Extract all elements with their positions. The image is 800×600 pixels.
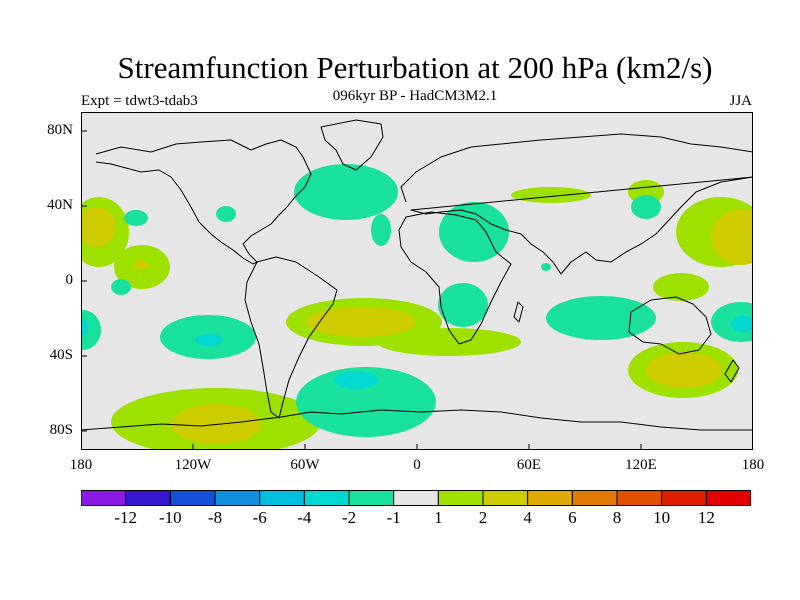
anomaly-region xyxy=(111,279,131,295)
lon-label-60w: 60W xyxy=(290,457,320,473)
experiment-label: Expt = tdwt3-tdab3 xyxy=(81,93,198,109)
streamfunction-map xyxy=(81,112,753,450)
coastline-antarctica xyxy=(81,409,753,431)
colorbar-label: 10 xyxy=(653,508,671,527)
strong-negative-anomalies xyxy=(81,316,753,389)
anomaly-region xyxy=(646,352,722,388)
colorbar-label: 4 xyxy=(523,508,532,527)
anomaly-region xyxy=(439,202,509,262)
colorbar-swatch xyxy=(125,490,171,506)
anomaly-region xyxy=(306,307,416,337)
anomaly-region xyxy=(546,296,656,340)
colorbar-swatch xyxy=(437,490,484,506)
anomaly-region xyxy=(731,316,753,332)
colorbar xyxy=(81,490,751,506)
coastline-madagascar xyxy=(513,301,524,323)
coastline-north-america xyxy=(95,139,312,265)
lat-label-80n: 80N xyxy=(47,122,73,138)
coastline-new-zealand xyxy=(724,359,740,383)
lat-label-40s: 40S xyxy=(49,347,73,363)
colorbar-swatch xyxy=(393,490,439,506)
coastline-south-america xyxy=(244,256,338,419)
colorbar-label: -4 xyxy=(297,508,312,527)
anomaly-region xyxy=(124,210,148,226)
colorbar-swatch xyxy=(482,490,529,506)
map-ticks xyxy=(81,130,642,450)
anomaly-region xyxy=(134,260,148,270)
lat-label-eq: 0 xyxy=(65,272,74,288)
anomaly-region xyxy=(294,164,398,220)
colorbar-swatch xyxy=(259,490,305,506)
anomaly-region xyxy=(653,273,709,301)
plot-title: Streamfunction Perturbation at 200 hPa (… xyxy=(117,50,713,85)
lat-label-80s: 80S xyxy=(49,422,73,438)
coastline-africa xyxy=(398,211,512,345)
colorbar-label: 8 xyxy=(612,508,622,527)
coastline-australia xyxy=(628,296,712,355)
colorbar-swatch xyxy=(348,490,395,506)
colorbar-label: 12 xyxy=(697,508,715,527)
colorbar-label: -1 xyxy=(386,508,401,527)
colorbar-swatch xyxy=(616,490,663,506)
anomaly-region xyxy=(631,195,661,219)
lon-label-120e: 120E xyxy=(625,457,657,473)
colorbar-label: -8 xyxy=(207,508,223,527)
colorbar-label: -10 xyxy=(158,508,182,527)
colorbar-label: 2 xyxy=(478,508,488,527)
colorbar-label: -6 xyxy=(252,508,267,527)
anomaly-region xyxy=(81,319,88,335)
colorbar-label: 6 xyxy=(568,508,577,527)
anomaly-region xyxy=(541,263,551,271)
colorbar-swatch xyxy=(303,490,350,506)
lat-label-40n: 40N xyxy=(47,197,73,213)
colorbar-swatch xyxy=(705,490,751,506)
lon-label-0: 0 xyxy=(413,457,421,473)
anomaly-region xyxy=(195,334,223,346)
coastline-greenland xyxy=(320,119,384,171)
anomaly-region xyxy=(438,283,488,327)
anomaly-region xyxy=(334,371,378,389)
anomaly-region xyxy=(711,209,753,265)
lon-label-180e: 180 xyxy=(741,457,765,473)
season-label: JJA xyxy=(729,93,752,109)
lon-label-180w: 180 xyxy=(69,457,93,473)
lon-label-120w: 120W xyxy=(174,457,212,473)
anomaly-region xyxy=(371,214,391,246)
colorbar-label: -2 xyxy=(341,508,357,527)
colorbar-swatch xyxy=(661,490,707,506)
colorbar-label: -12 xyxy=(114,508,137,527)
colorbar-swatch xyxy=(169,490,216,506)
anomaly-region xyxy=(81,310,101,350)
colorbar-label: 1 xyxy=(434,508,443,527)
colorbar-swatch xyxy=(571,490,618,506)
colorbar-swatch xyxy=(214,490,261,506)
anomaly-region xyxy=(296,367,436,437)
plot-subtitle: 096kyr BP - HadCM3M2.1 xyxy=(332,88,498,104)
anomaly-region xyxy=(377,328,521,356)
negative-anomalies xyxy=(81,164,753,437)
coastlines xyxy=(81,119,753,431)
anomaly-region xyxy=(81,207,116,247)
colorbar-swatch xyxy=(81,490,127,506)
colorbar-swatch xyxy=(527,490,573,506)
anomaly-region xyxy=(216,206,236,222)
coastline-eurasia xyxy=(400,133,753,275)
anomaly-region xyxy=(511,187,591,203)
lon-label-60e: 60E xyxy=(516,457,542,473)
